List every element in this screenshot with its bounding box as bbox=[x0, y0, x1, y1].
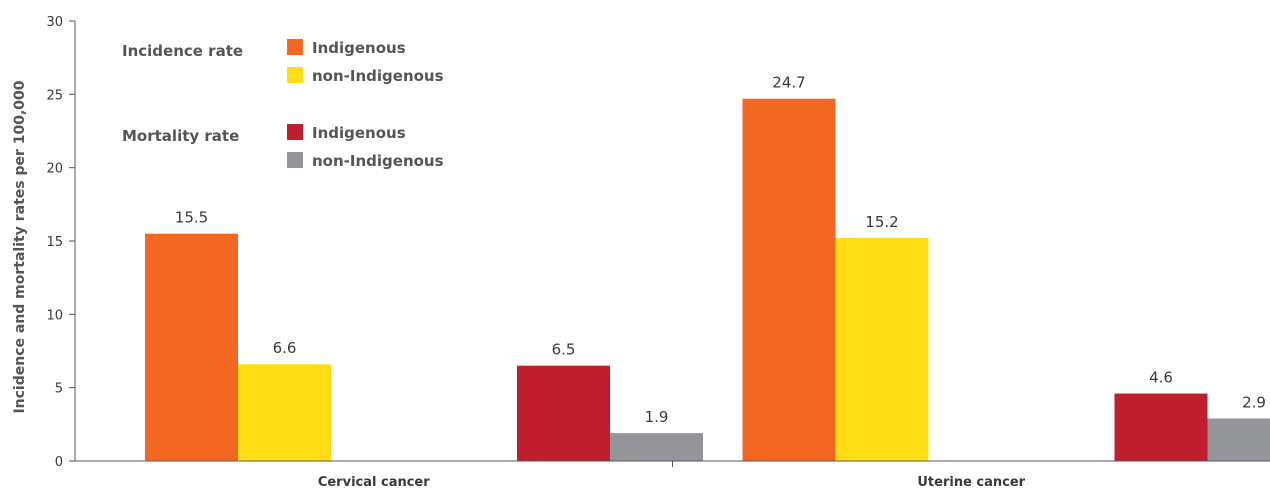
y-tick-label: 5 bbox=[55, 382, 63, 397]
y-ticks-layer: 0 5 10 15 20 25 30 bbox=[46, 15, 75, 470]
bar-mortality-indigenous bbox=[517, 365, 610, 461]
bars-layer bbox=[145, 98, 1270, 461]
legend-group-title: Mortality rate bbox=[122, 127, 239, 145]
y-tick-label: 30 bbox=[46, 15, 63, 30]
x-category-label: Uterine cancer bbox=[917, 475, 1025, 490]
bar-value-label: 1.9 bbox=[645, 408, 669, 426]
bar-value-label: 2.9 bbox=[1242, 393, 1266, 411]
x-category-label: Cervical cancer bbox=[318, 475, 430, 490]
legend-swatch bbox=[287, 124, 303, 140]
bar-incidence-indigenous bbox=[145, 233, 238, 461]
bar-value-label: 15.5 bbox=[175, 209, 208, 227]
legend-entry-label: Indigenous bbox=[312, 39, 406, 57]
y-tick-label: 20 bbox=[46, 162, 63, 177]
legend-entry-label: non-Indigenous bbox=[312, 152, 444, 170]
y-tick-label: 10 bbox=[46, 308, 63, 323]
bar-incidence-indigenous bbox=[742, 98, 836, 461]
value-labels-layer: 15.5 24.7 6.6 15.2 6.5 4.6 1.9 2.9 bbox=[175, 74, 1266, 426]
legend-entry-label: Indigenous bbox=[312, 124, 406, 142]
bar-value-label: 6.6 bbox=[273, 339, 297, 357]
legend-swatch bbox=[287, 152, 303, 168]
bar-value-label: 24.7 bbox=[772, 74, 805, 92]
y-axis-label: Incidence and mortality rates per 100,00… bbox=[12, 80, 28, 413]
legend-swatch bbox=[287, 67, 303, 83]
bar-incidence-non-indigenous bbox=[238, 364, 331, 461]
bar-mortality-indigenous bbox=[1114, 393, 1208, 461]
bar-value-label: 6.5 bbox=[552, 341, 576, 359]
bar-incidence-non-indigenous bbox=[835, 238, 929, 461]
bar-value-label: 15.2 bbox=[865, 213, 898, 231]
y-tick-label: 15 bbox=[46, 235, 63, 250]
legend: Incidence rate Indigenous non-Indigenous Mo… bbox=[122, 39, 444, 170]
legend-group-title: Incidence rate bbox=[122, 42, 243, 60]
bar-mortality-non-indigenous bbox=[1207, 418, 1270, 461]
y-tick-label: 25 bbox=[46, 88, 63, 103]
legend-entry-label: non-Indigenous bbox=[312, 67, 444, 85]
y-tick-label: 0 bbox=[55, 455, 63, 470]
bar-mortality-non-indigenous bbox=[610, 433, 703, 461]
bar-value-label: 4.6 bbox=[1149, 369, 1173, 387]
x-categories-layer: Cervical cancer Uterine cancer bbox=[318, 461, 1026, 490]
legend-swatch bbox=[287, 39, 303, 55]
